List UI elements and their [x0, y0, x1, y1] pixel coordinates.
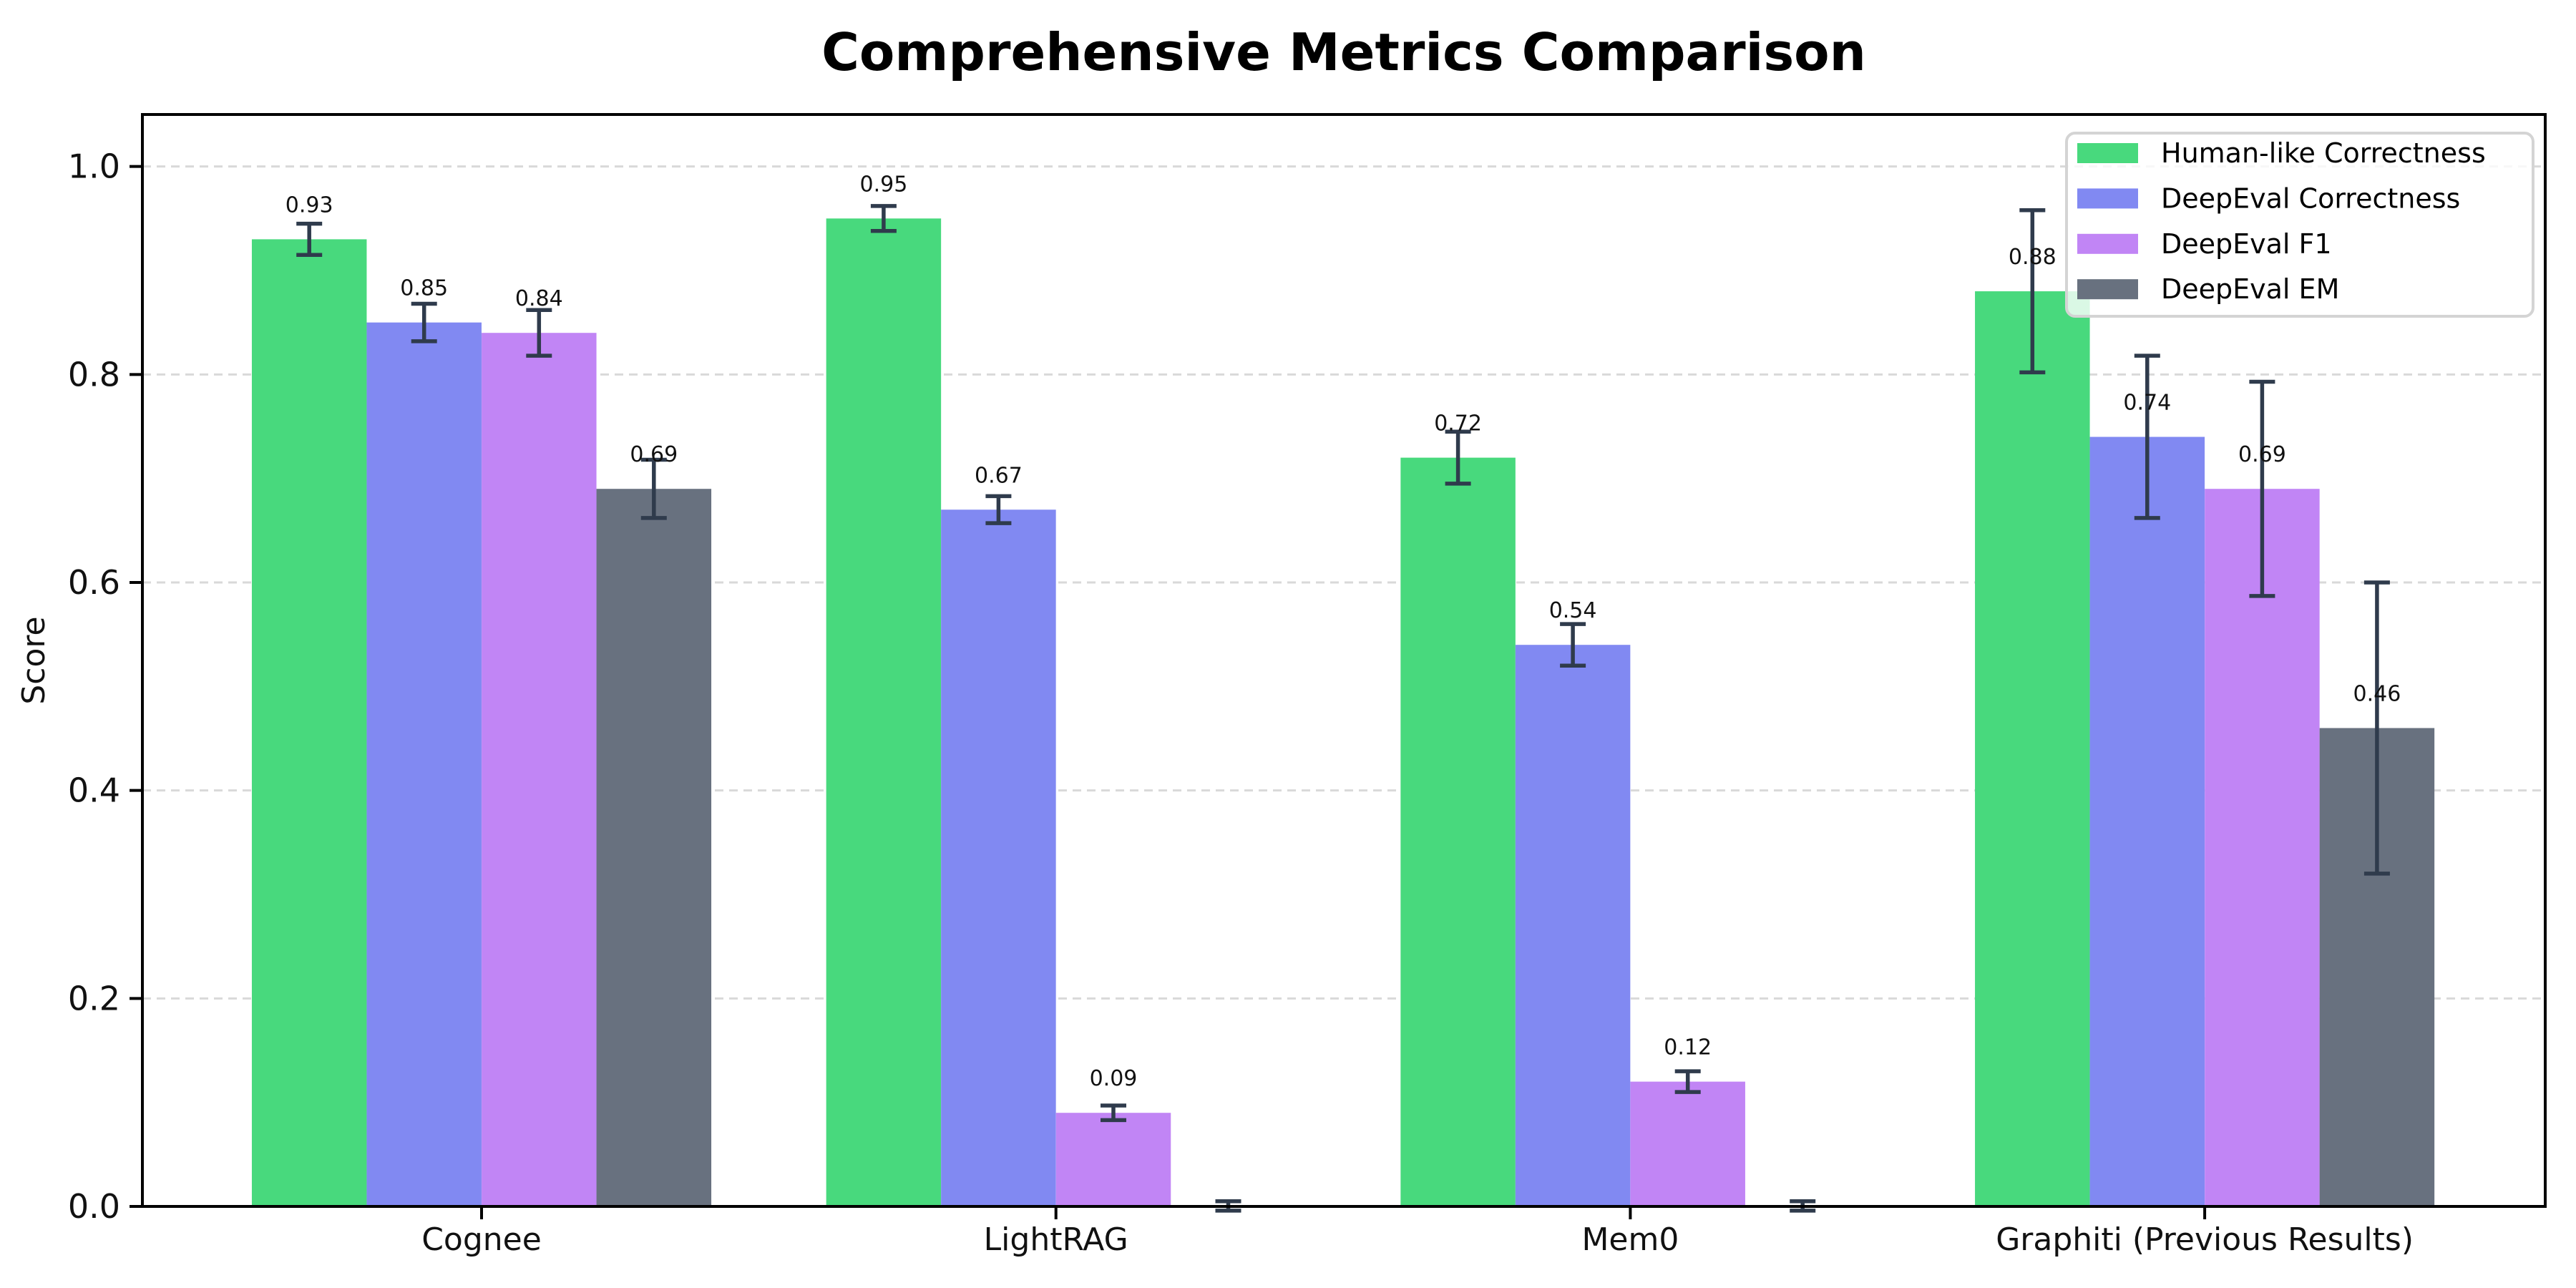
- bar-deepeval-correctness-graphiti-previous-results-: [2089, 436, 2205, 1206]
- bar-value-label: 0.54: [1549, 598, 1597, 623]
- bar-value-label: 0.72: [1434, 411, 1482, 436]
- y-tick-label: 1.0: [68, 147, 120, 186]
- bar-value-label: 0.95: [860, 172, 908, 197]
- x-tick-label: Cognee: [421, 1221, 542, 1258]
- legend-label: Human-like Correctness: [2161, 137, 2486, 169]
- bar-human-like-correctness-lightrag: [826, 218, 942, 1206]
- legend-swatch-human-like-correctness: [2077, 143, 2138, 163]
- bar-value-label: 0.46: [2353, 681, 2401, 706]
- y-axis-label: Score: [16, 616, 52, 704]
- bar-deepeval-correctness-lightrag: [941, 509, 1056, 1206]
- y-tick-label: 0.6: [68, 563, 120, 602]
- legend-label: DeepEval Correctness: [2161, 182, 2460, 214]
- bar-deepeval-f1-graphiti-previous-results-: [2205, 489, 2320, 1206]
- plot-border: [141, 113, 2547, 1208]
- bar-human-like-correctness-mem0: [1400, 457, 1516, 1206]
- bar-value-label: 0.84: [515, 286, 563, 311]
- bar-deepeval-f1-cognee: [482, 333, 597, 1207]
- bar-value-label: 0.88: [2009, 245, 2057, 270]
- bar-value-label: 0.12: [1664, 1035, 1712, 1060]
- y-tick-label: 0.0: [68, 1187, 120, 1226]
- x-tick-label: LightRAG: [984, 1221, 1128, 1258]
- legend-swatch-deepeval-f1: [2077, 233, 2138, 254]
- legend-label: DeepEval EM: [2161, 273, 2339, 305]
- bar-value-label: 0.69: [2238, 442, 2286, 467]
- bar-value-label: 0.69: [630, 442, 678, 467]
- legend-swatch-deepeval-correctness: [2077, 188, 2138, 209]
- chart-title: Comprehensive Metrics Comparison: [821, 22, 1866, 82]
- y-tick-label: 0.8: [68, 355, 120, 394]
- bar-deepeval-em-cognee: [596, 489, 712, 1206]
- bar-value-label: 0.67: [975, 463, 1023, 488]
- bar-deepeval-correctness-mem0: [1515, 645, 1631, 1206]
- bar-value-label: 0.93: [286, 192, 333, 218]
- bar-value-label: 0.74: [2123, 391, 2171, 416]
- bar-deepeval-f1-lightrag: [1055, 1113, 1171, 1206]
- legend-box: [2065, 132, 2534, 318]
- x-tick-label: Mem0: [1581, 1221, 1679, 1258]
- bar-human-like-correctness-cognee: [251, 239, 367, 1206]
- y-tick-label: 0.2: [68, 979, 120, 1018]
- bar-deepeval-correctness-cognee: [366, 322, 482, 1207]
- bar-deepeval-f1-mem0: [1630, 1081, 1745, 1206]
- bar-human-like-correctness-graphiti-previous-results-: [1975, 291, 2090, 1207]
- legend-swatch-deepeval-em: [2077, 279, 2138, 300]
- x-tick-label: Graphiti (Previous Results): [1996, 1221, 2414, 1258]
- y-tick-label: 0.4: [68, 771, 120, 810]
- legend-label: DeepEval F1: [2161, 228, 2332, 260]
- bar-value-label: 0.09: [1090, 1066, 1138, 1091]
- bar-value-label: 0.85: [400, 276, 448, 301]
